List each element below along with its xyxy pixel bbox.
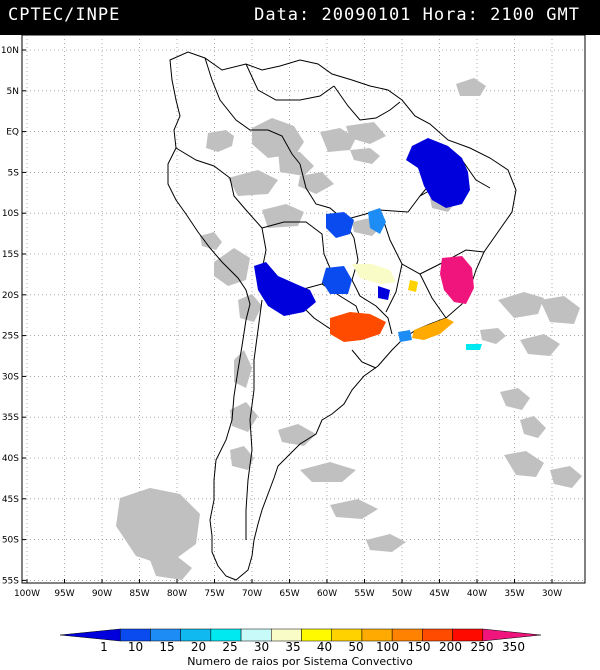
date-value: 20090101 xyxy=(321,5,412,25)
cloud-cover xyxy=(116,78,582,580)
lon-label: 75W xyxy=(204,589,224,599)
border-venezuela xyxy=(245,63,335,101)
lat-label: EQ xyxy=(6,128,19,138)
system-bolivia xyxy=(254,262,316,316)
system-central-brazil xyxy=(368,208,386,234)
lat-label: 40S xyxy=(2,454,19,464)
latitude-labels: 10N 5N EQ 5S 10S 15S 20S 25S 30S 35S 40S 45S 50S 55S xyxy=(1,46,26,586)
colorbar-swatch xyxy=(59,628,121,642)
lat-label: 35S xyxy=(2,413,19,423)
lon-label: 50W xyxy=(392,589,412,599)
hour-label: Hora: xyxy=(422,5,479,25)
system-goias xyxy=(352,264,396,284)
colorbar-tick-label: 100 xyxy=(376,640,399,654)
lat-label: 45S xyxy=(2,495,19,505)
border-colombia xyxy=(204,57,301,165)
lon-label: 90W xyxy=(92,589,112,599)
source-label: CPTEC/INPE xyxy=(8,5,121,25)
lon-label: 55W xyxy=(354,589,374,599)
colorbar-tick-label: 40 xyxy=(317,640,332,654)
colorbar-tick-label: 25 xyxy=(222,640,237,654)
colorbar-tick-label: 10 xyxy=(128,640,143,654)
colorbar-ticks: 1 10 15 20 25 30 35 40 50 100 150 200 250 350 xyxy=(100,640,525,654)
lat-label: 20S xyxy=(2,291,19,301)
colorbar-tick-label: 1 xyxy=(100,640,108,654)
lightning-systems xyxy=(254,138,482,350)
border-argentina-chile xyxy=(245,299,263,540)
system-parana xyxy=(378,286,390,300)
lat-label: 15S xyxy=(2,250,19,260)
lon-label: 65W xyxy=(279,589,299,599)
lat-label: 30S xyxy=(2,372,19,382)
colorbar-tick-label: 50 xyxy=(348,640,363,654)
colorbar-tick-label: 20 xyxy=(191,640,206,654)
lon-label: 85W xyxy=(129,589,149,599)
lat-label: 10S xyxy=(2,209,19,219)
lat-label: 55S xyxy=(2,576,19,586)
colorbar-swatch xyxy=(482,628,542,642)
border-uruguay xyxy=(351,349,377,369)
system-santa-catarina xyxy=(398,330,412,342)
lon-label: 40W xyxy=(467,589,487,599)
system-mato-grosso xyxy=(322,266,352,294)
system-minas-gerais xyxy=(440,256,474,304)
border-guianas xyxy=(333,85,401,121)
colorbar-tick-label: 200 xyxy=(439,640,462,654)
system-atlantic-offshore xyxy=(466,344,482,350)
system-northeast-brazil xyxy=(406,138,470,208)
colorbar-tick-label: 15 xyxy=(159,640,174,654)
colorbar-tick-label: 150 xyxy=(408,640,431,654)
longitude-labels: 100W 95W 90W 85W 80W 75W 70W 65W 60W 55W 50W 45W 40W… xyxy=(14,579,562,599)
lat-label: 25S xyxy=(2,332,19,342)
lon-label: 45W xyxy=(429,589,449,599)
colorbar-tick-label: 35 xyxy=(285,640,300,654)
south-america-coastline xyxy=(167,51,517,581)
colorbar-tick-label: 30 xyxy=(254,640,269,654)
border-brazil-west xyxy=(299,163,393,335)
system-goias-yellow xyxy=(408,280,418,292)
lon-label: 100W xyxy=(14,589,40,599)
system-central-brazil-2 xyxy=(326,212,354,238)
colorbar xyxy=(59,628,542,642)
lat-label: 5N xyxy=(7,87,19,97)
lon-label: 95W xyxy=(54,589,74,599)
lon-label: 70W xyxy=(242,589,262,599)
border-peru xyxy=(175,147,267,271)
system-sao-paulo-coast xyxy=(412,318,454,340)
lon-label: 35W xyxy=(504,589,524,599)
lat-label: 50S xyxy=(2,536,19,546)
date-hour-label: Data: 20090101 Hora: 2100 GMT xyxy=(254,5,580,25)
lon-label: 80W xyxy=(167,589,187,599)
colorbar-title: Numero de raios por Sistema Convectivo xyxy=(187,655,413,668)
colorbar-tick-label: 350 xyxy=(502,640,525,654)
lon-label: 60W xyxy=(317,589,337,599)
lat-label: 10N xyxy=(1,46,19,56)
system-paraguay-parana xyxy=(330,312,386,342)
colorbar-tick-label: 250 xyxy=(471,640,494,654)
date-label: Data: xyxy=(254,5,311,25)
title-bar: CPTEC/INPE Data: 20090101 Hora: 2100 GMT xyxy=(0,0,600,35)
lat-label: 5S xyxy=(8,168,20,178)
hour-value: 2100 GMT xyxy=(490,5,580,25)
lon-label: 30W xyxy=(542,589,562,599)
